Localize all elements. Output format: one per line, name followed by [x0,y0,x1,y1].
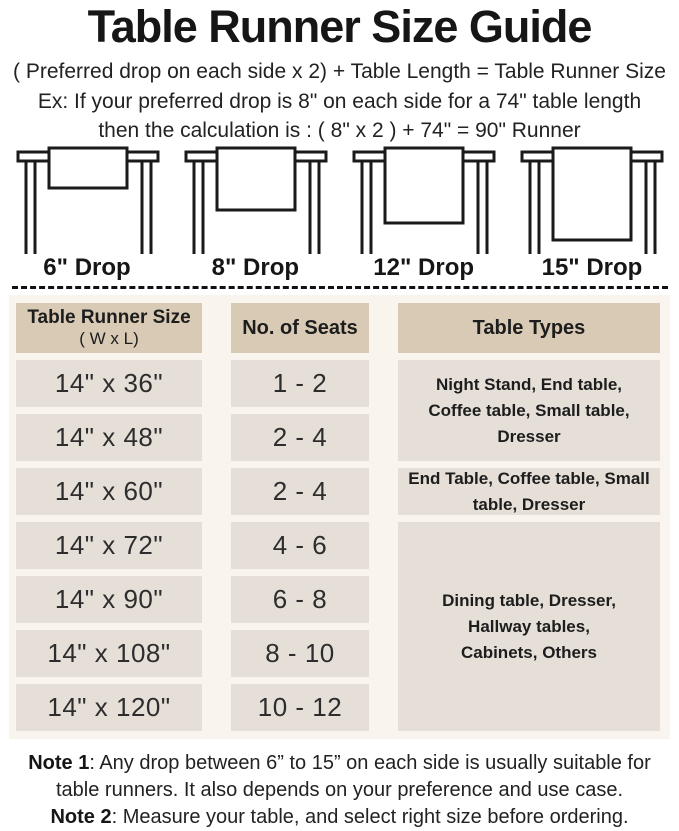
col-header-table-types: Table Types [398,303,660,353]
seats-cell: 8 - 10 [231,630,369,677]
note-1-label: Note 1 [28,752,90,774]
note-1-text: : Any drop between 6” to 15” on each sid… [55,752,651,801]
table-types-text: Dining table, Dresser, Hallway tables, C… [442,590,616,662]
diagram-15in-drop: 15" Drop [510,146,673,281]
seats-cell: 2 - 4 [231,414,369,461]
seats-cell: 1 - 2 [231,360,369,407]
size-table-panel: Table Runner Size ( W x L) No. of Seats … [9,295,670,739]
example-text-line1: Ex: If your preferred drop is 8" on each… [37,90,642,113]
size-cell: 14" x 108" [16,630,202,677]
seats-value: 4 - 6 [272,530,328,560]
note-2-label: Note 2 [50,806,112,828]
col-header-runner-size: Table Runner Size ( W x L) [16,303,202,353]
table-types-text: Night Stand, End table, Coffee table, Sm… [428,374,630,446]
runner-size-value: 14" x 72" [54,530,164,560]
seats-value: 8 - 10 [265,638,335,668]
table-side-view-icon [16,146,159,254]
guide-header: Table Runner Size Guide ( Preferred drop… [0,0,679,144]
runner-size-value: 14" x 108" [47,638,171,668]
table-types-group-small: Night Stand, End table, Coffee table, Sm… [398,360,660,461]
table-side-view-icon [520,146,664,254]
seats-cell: 10 - 12 [231,684,369,731]
size-cell: 14" x 90" [16,576,202,623]
size-cell: 14" x 72" [16,522,202,569]
drop-label-8in: 8" Drop [211,254,300,281]
col-header-seats: No. of Seats [231,303,369,353]
example-text-line2: then the calculation is : ( 8" x 2 ) + 7… [98,119,581,142]
seats-value: 1 - 2 [272,368,328,398]
size-cell: 14" x 120" [16,684,202,731]
seats-value: 2 - 4 [272,422,328,452]
diagram-6in-drop: 6" Drop [6,146,169,281]
note-2-text: : Measure your table, and select right s… [111,806,629,828]
seats-cell: 6 - 8 [231,576,369,623]
note-2: Note 2: Measure your table, and select r… [7,804,672,831]
page-title: Table Runner Size Guide [87,1,593,52]
formula-text: ( Preferred drop on each side x 2) + Tab… [13,60,666,83]
size-table: Table Runner Size ( W x L) No. of Seats … [16,303,663,731]
diagram-8in-drop: 8" Drop [174,146,337,281]
seats-value: 2 - 4 [272,476,328,506]
diagram-12in-drop: 12" Drop [342,146,505,281]
drop-label-15in: 15" Drop [541,254,643,281]
table-types-group-medium: End Table, Coffee table, Small table, Dr… [398,468,660,515]
drop-diagrams: 6" Drop 8" Drop 12" Drop [6,146,674,281]
seats-value: 6 - 8 [272,584,328,614]
col-header-runner-size-subtitle: ( W x L) [79,329,139,348]
table-side-view-icon [352,146,496,254]
table-side-view-icon [184,146,328,254]
size-cell: 14" x 36" [16,360,202,407]
runner-size-value: 14" x 90" [54,584,164,614]
drop-label-6in: 6" Drop [43,254,131,281]
dashed-divider [11,286,668,289]
note-1: Note 1: Any drop between 6” to 15” on ea… [7,750,672,804]
col-header-runner-size-title: Table Runner Size [27,307,191,328]
size-cell: 14" x 60" [16,468,202,515]
seats-cell: 2 - 4 [231,468,369,515]
table-types-group-large: Dining table, Dresser, Hallway tables, C… [398,522,660,731]
runner-size-value: 14" x 48" [54,422,164,452]
runner-size-value: 14" x 60" [54,476,164,506]
size-cell: 14" x 48" [16,414,202,461]
table-types-text: End Table, Coffee table, Small table, Dr… [408,468,650,514]
notes-section: Note 1: Any drop between 6” to 15” on ea… [0,750,679,831]
runner-size-value: 14" x 120" [47,692,171,722]
runner-size-value: 14" x 36" [54,368,164,398]
drop-label-12in: 12" Drop [373,254,475,281]
seats-value: 10 - 12 [257,692,343,722]
seats-cell: 4 - 6 [231,522,369,569]
